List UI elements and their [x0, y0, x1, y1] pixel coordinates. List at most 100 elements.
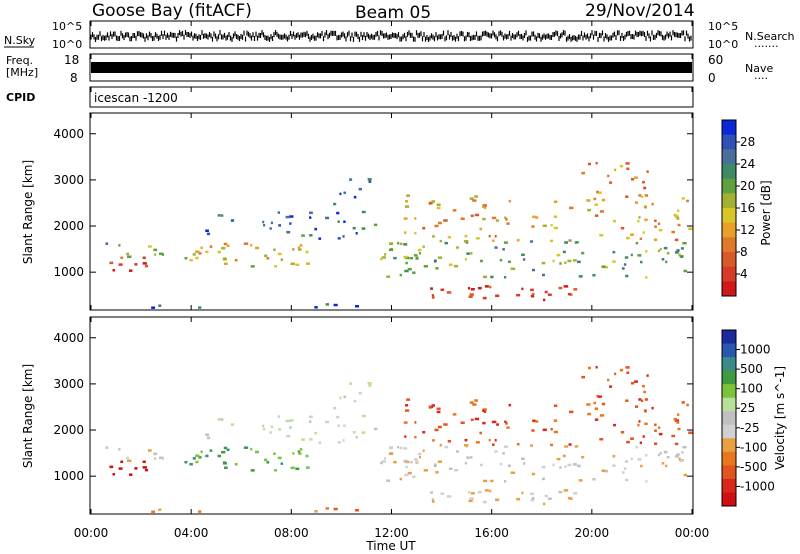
power-colorbar-swatch — [722, 281, 736, 297]
power-cell — [491, 216, 497, 220]
power-cell — [384, 253, 387, 256]
power-colorbar-swatch — [722, 134, 736, 150]
velocity-cell — [286, 434, 291, 438]
velocity-y-axis: 1000 2000 3000 4000 — [53, 331, 693, 483]
velocity-cell — [264, 458, 268, 462]
power-cell — [659, 247, 662, 251]
velocity-cell — [494, 450, 498, 453]
power-cell — [599, 234, 604, 237]
velocity-cell — [349, 382, 353, 385]
power-cell — [573, 259, 577, 262]
velocity-cell — [298, 452, 302, 455]
velocity-cell — [482, 421, 486, 425]
power-cell — [532, 215, 536, 219]
power-cell — [567, 292, 572, 296]
power-colorbar-swatch — [722, 178, 736, 194]
velocity-cell — [339, 396, 342, 400]
velocity-cell — [413, 458, 418, 461]
power-cell — [381, 256, 386, 259]
velocity-cell — [677, 427, 681, 431]
velocity-colorbar-tick-label: -100 — [740, 440, 767, 454]
velocity-cell — [530, 498, 535, 502]
velocity-cell — [289, 426, 292, 429]
power-cell — [550, 223, 553, 227]
velocity-cell — [477, 490, 482, 494]
power-cell — [399, 273, 402, 277]
power-cell — [614, 168, 617, 172]
power-colorbar-swatch — [722, 266, 736, 282]
velocity-cell — [651, 406, 654, 410]
power-cell — [297, 246, 301, 249]
power-cell — [578, 275, 583, 278]
velocity-cell — [637, 458, 642, 461]
velocity-cell — [541, 477, 545, 481]
power-colorbar: 4 8 12 16 20 24 28 — [721, 119, 755, 297]
velocity-cell — [496, 423, 499, 426]
power-cell — [653, 238, 658, 241]
velocity-cell — [523, 462, 526, 465]
velocity-cell — [470, 456, 473, 459]
velocity-cell — [423, 469, 428, 472]
power-cell — [530, 294, 535, 298]
velocity-cell — [502, 452, 505, 455]
velocity-cell — [223, 466, 228, 470]
velocity-colorbar-label: Velocity [m s^-1] — [773, 366, 787, 470]
velocity-cell — [120, 460, 124, 464]
power-cell — [126, 252, 130, 256]
power-cell — [195, 250, 200, 253]
power-cell — [495, 294, 500, 298]
power-cell — [644, 194, 649, 197]
velocity-cell — [118, 448, 121, 451]
velocity-cell — [217, 454, 222, 458]
power-cell — [444, 241, 448, 245]
velocity-cell — [604, 469, 609, 473]
power-cell — [221, 246, 226, 250]
power-cell — [676, 249, 680, 252]
power-cell — [403, 256, 408, 259]
power-cell — [475, 237, 480, 240]
power-cell — [109, 261, 114, 265]
velocity-cell — [626, 440, 630, 444]
velocity-cell — [464, 438, 468, 442]
velocity-cell — [325, 507, 329, 510]
velocity-cell — [645, 480, 648, 483]
velocity-cell — [266, 461, 270, 464]
velocity-cell — [516, 442, 520, 446]
velocity-cell — [230, 423, 235, 426]
power-cell — [423, 265, 428, 268]
power-cell — [626, 167, 630, 171]
velocity-cell — [654, 423, 657, 427]
velocity-cell — [151, 510, 156, 513]
velocity-cell — [446, 495, 452, 498]
velocity-cell — [297, 450, 301, 453]
velocity-cell — [439, 443, 443, 447]
power-cell — [278, 224, 282, 227]
power-y-tick-label: 3000 — [53, 173, 84, 187]
power-cell — [436, 203, 441, 207]
velocity-cell — [612, 464, 616, 467]
power-cell — [644, 206, 647, 209]
power-cell — [574, 241, 578, 244]
velocity-cell — [657, 426, 661, 429]
power-cell — [118, 244, 121, 247]
velocity-cell — [352, 430, 356, 434]
power-y-tick-label: 4000 — [53, 127, 84, 141]
velocity-ylabel: Slant Range [km] — [21, 364, 35, 468]
power-cell — [447, 235, 451, 239]
velocity-cell — [295, 467, 300, 471]
power-cell — [623, 263, 627, 266]
velocity-cell — [412, 475, 416, 478]
power-cell — [638, 216, 641, 219]
power-cell — [634, 176, 638, 179]
velocity-colorbar-swatch — [722, 370, 736, 385]
velocity-cell — [564, 445, 568, 448]
power-cell — [587, 162, 592, 166]
velocity-cell — [217, 418, 221, 421]
velocity-cell — [535, 420, 539, 423]
velocity-cell — [677, 413, 680, 416]
velocity-colorbar-tick-label: -25 — [740, 421, 760, 435]
nave-dots: ···· — [754, 72, 768, 85]
velocity-cell — [220, 418, 224, 421]
power-cell — [496, 219, 499, 222]
velocity-cell — [127, 459, 132, 463]
